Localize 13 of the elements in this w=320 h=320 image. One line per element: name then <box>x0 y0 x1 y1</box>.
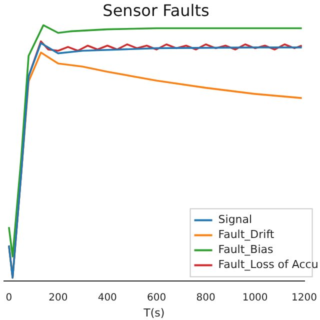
x-tick-label: 200 <box>48 292 68 304</box>
legend-label: Fault_Drift <box>218 228 275 242</box>
x-tick-label: 600 <box>147 292 166 304</box>
x-axis-title: T(s) <box>142 306 165 320</box>
x-tick-label: 0 <box>6 292 12 304</box>
chart-title: Sensor Faults <box>102 0 210 20</box>
legend-label: Fault_Loss of Accu <box>218 258 318 272</box>
x-tick-label: 1200 <box>292 292 317 304</box>
x-tick-label: 400 <box>98 292 117 304</box>
x-tick-label: 1000 <box>242 292 268 304</box>
legend-label: Signal <box>218 213 252 226</box>
x-tick-label: 800 <box>196 292 216 304</box>
legend-label: Fault_Bias <box>218 243 274 256</box>
